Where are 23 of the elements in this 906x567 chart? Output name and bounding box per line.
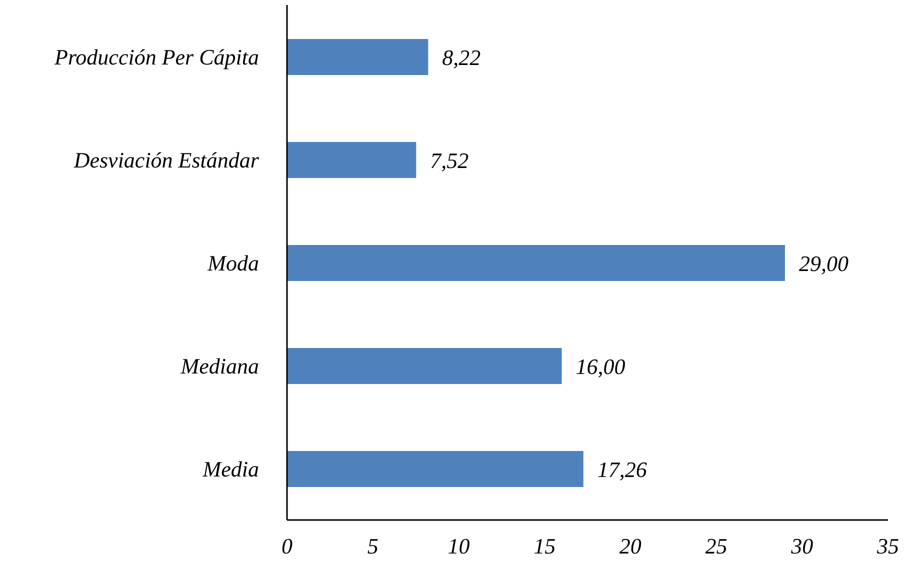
x-tick-label: 25 <box>705 534 728 559</box>
bar <box>287 142 416 178</box>
bar <box>287 39 428 75</box>
x-tick-label: 35 <box>876 534 899 559</box>
x-tick-label: 15 <box>534 534 556 559</box>
y-tick-label: Media <box>202 456 259 482</box>
data-label: 7,52 <box>430 148 469 173</box>
bar <box>287 348 562 384</box>
y-tick-label: Producción Per Cápita <box>54 44 259 70</box>
bar <box>287 451 584 487</box>
x-tick-label: 20 <box>619 534 642 559</box>
bar <box>287 245 785 281</box>
x-tick-label: 30 <box>790 534 814 559</box>
y-tick-label: Moda <box>206 250 259 276</box>
data-label: 17,26 <box>597 456 647 482</box>
y-tick-label: Mediana <box>180 353 259 378</box>
data-label: 8,22 <box>442 44 481 70</box>
data-label: 29,00 <box>798 250 848 276</box>
x-tick-label: 10 <box>448 534 470 559</box>
x-tick-label: 5 <box>367 534 378 559</box>
y-tick-label: Desviación Estándar <box>72 147 260 172</box>
data-label: 16,00 <box>576 354 626 379</box>
x-tick-label: 0 <box>282 534 292 559</box>
